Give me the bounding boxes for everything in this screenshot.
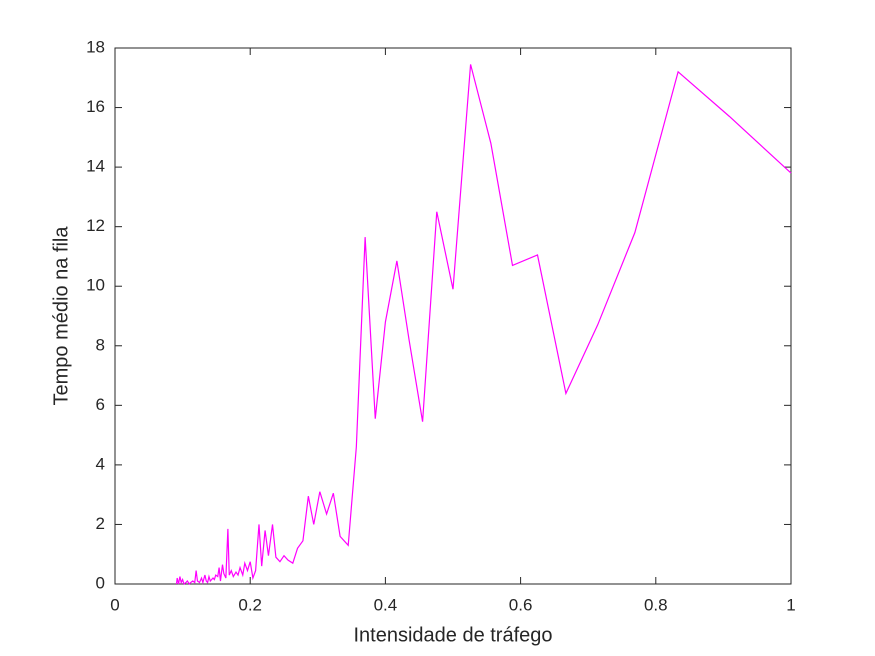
- x-tick-label: 1: [786, 595, 795, 614]
- y-tick-label: 10: [86, 276, 105, 295]
- y-tick-label: 12: [86, 216, 105, 235]
- y-tick-label: 0: [96, 573, 105, 592]
- x-tick-label: 0.2: [238, 595, 262, 614]
- x-tick-label: 0: [110, 595, 119, 614]
- x-tick-label: 0.6: [509, 595, 533, 614]
- axes-box: [114, 47, 792, 585]
- x-tick-label: 0.4: [374, 595, 398, 614]
- x-tick-label: 0.8: [644, 595, 668, 614]
- data-line: [175, 64, 792, 585]
- y-tick-label: 4: [96, 454, 105, 473]
- y-tick-label: 2: [96, 514, 105, 533]
- y-tick-label: 18: [86, 37, 105, 56]
- y-tick-label: 8: [96, 335, 105, 354]
- y-tick-label: 6: [96, 395, 105, 414]
- y-tick-label: 14: [86, 157, 105, 176]
- y-tick-label: 16: [86, 97, 105, 116]
- y-axis-label: Tempo médio na fila: [50, 226, 72, 406]
- x-axis-label: Intensidade de tráfego: [353, 624, 552, 646]
